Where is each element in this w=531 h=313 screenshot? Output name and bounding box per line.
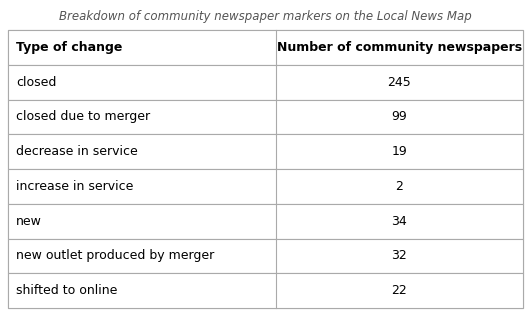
Text: Number of community newspapers: Number of community newspapers (277, 41, 522, 54)
Text: 2: 2 (396, 180, 404, 193)
Text: increase in service: increase in service (16, 180, 133, 193)
Text: closed due to merger: closed due to merger (16, 110, 150, 123)
Text: Breakdown of community newspaper markers on the Local News Map: Breakdown of community newspaper markers… (59, 10, 472, 23)
Text: 19: 19 (391, 145, 407, 158)
Text: 22: 22 (391, 284, 407, 297)
Text: Type of change: Type of change (16, 41, 122, 54)
Text: decrease in service: decrease in service (16, 145, 138, 158)
Text: 32: 32 (391, 249, 407, 262)
Text: closed: closed (16, 76, 56, 89)
Text: 245: 245 (388, 76, 412, 89)
Text: new outlet produced by merger: new outlet produced by merger (16, 249, 214, 262)
Text: new: new (16, 215, 42, 228)
Text: 34: 34 (391, 215, 407, 228)
Text: 99: 99 (391, 110, 407, 123)
Text: shifted to online: shifted to online (16, 284, 117, 297)
